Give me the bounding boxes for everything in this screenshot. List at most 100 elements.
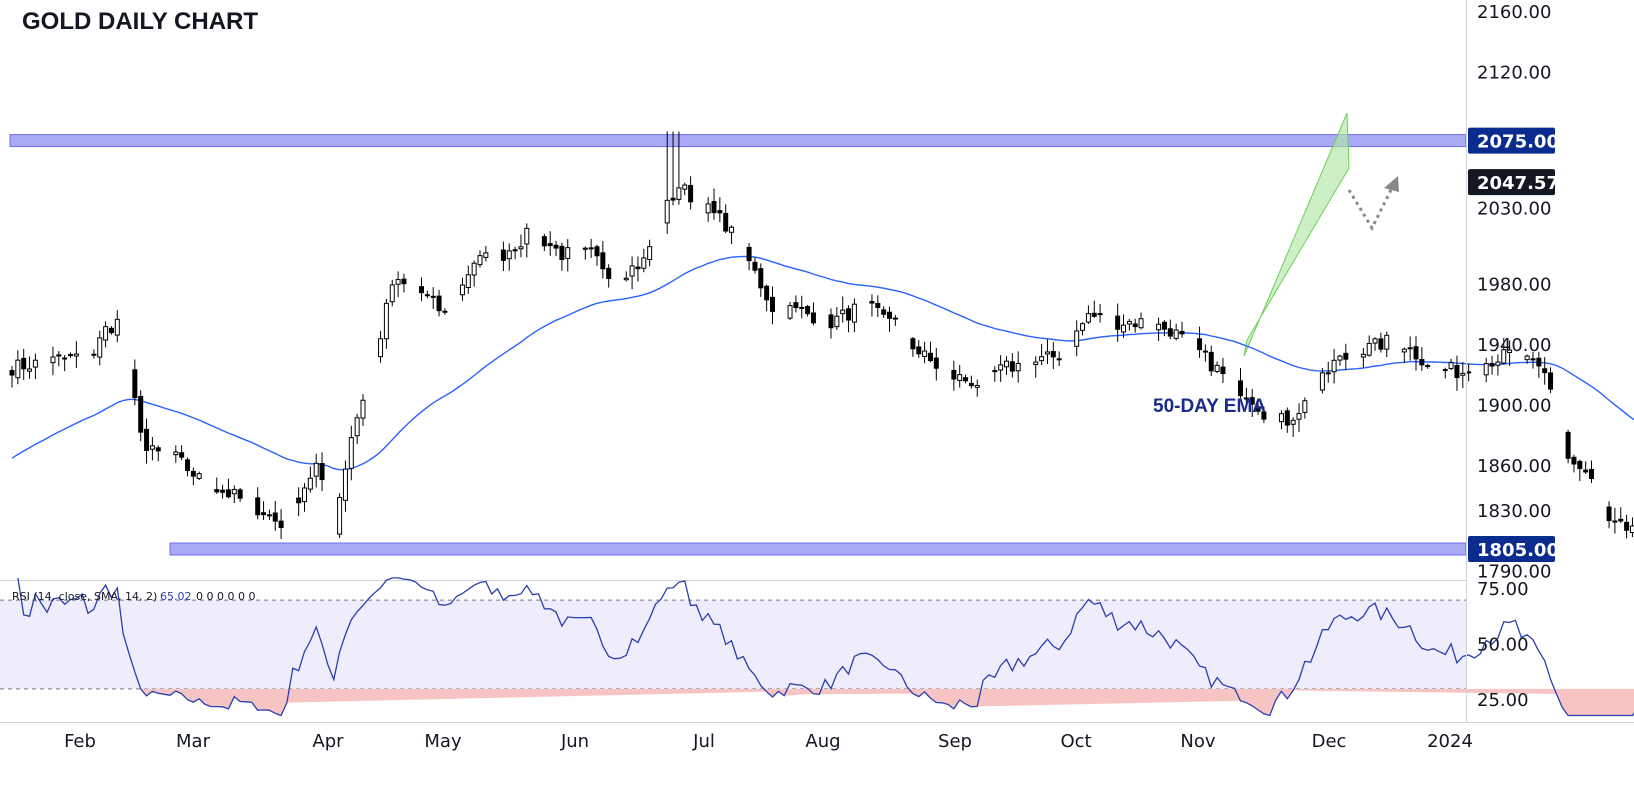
candle-body <box>383 302 389 340</box>
level-bands <box>9 134 1467 556</box>
candle-body <box>670 197 676 201</box>
month-label: Nov <box>1180 731 1215 752</box>
candle-body <box>518 246 524 250</box>
candle-body <box>664 199 670 224</box>
candle-body <box>582 247 588 250</box>
candle-body <box>840 309 846 315</box>
candle-body <box>1039 356 1045 362</box>
candle-body <box>881 309 887 315</box>
level-price-tag: 2075.00 <box>1477 132 1559 153</box>
candle-body <box>155 447 161 452</box>
candle-body <box>1302 400 1308 413</box>
candle-body <box>1407 347 1413 350</box>
candle-body <box>828 314 834 329</box>
candle-body <box>214 489 220 493</box>
candle-body <box>746 246 752 262</box>
candle-body <box>1033 361 1039 365</box>
candle-body <box>1167 328 1173 337</box>
candle-body <box>1255 406 1261 412</box>
candle-body <box>424 294 430 297</box>
candle-body <box>354 417 360 437</box>
price-tick-label: 2160.00 <box>1477 2 1551 23</box>
candle-body <box>974 384 980 388</box>
candle-body <box>9 370 15 376</box>
month-label: Apr <box>312 731 344 752</box>
candle-body <box>1249 397 1255 405</box>
month-label: Jun <box>560 731 589 752</box>
month-label: Dec <box>1312 731 1347 752</box>
candle-body <box>559 245 565 261</box>
candle-body <box>32 359 38 368</box>
candle-body <box>1214 364 1220 373</box>
candle-body <box>635 266 641 270</box>
candle-body <box>1530 358 1536 361</box>
candle-body <box>395 279 401 285</box>
candle-body <box>1044 351 1050 355</box>
candle-body <box>647 246 653 261</box>
candle-body <box>342 468 348 501</box>
price-tick-label: 1830.00 <box>1477 501 1551 522</box>
candle-body <box>237 489 243 499</box>
candle-body <box>676 187 682 200</box>
candle-body <box>225 489 231 498</box>
candle-body <box>1624 521 1630 531</box>
candle-body <box>319 463 325 481</box>
candle-body <box>1085 313 1091 323</box>
candle-body <box>1132 323 1138 328</box>
rsi-legend-value: 65.02 <box>160 590 192 603</box>
candle-body <box>799 306 805 309</box>
candle-body <box>810 312 816 324</box>
candle-body <box>606 267 612 279</box>
candle-body <box>401 278 407 285</box>
candle-body <box>1360 353 1366 358</box>
candle-body <box>723 212 729 232</box>
candle-body <box>541 236 547 247</box>
candle-body <box>1197 338 1203 351</box>
chart-title: GOLD DAILY CHART <box>22 8 258 35</box>
candle-body <box>1056 358 1062 361</box>
candle-body <box>770 296 775 312</box>
candle-body <box>1571 456 1577 465</box>
ema-label: 50-DAY EMA <box>1153 396 1266 417</box>
candle-body <box>21 357 27 370</box>
candle-body <box>1097 313 1103 316</box>
projection-arrowhead <box>1384 176 1399 192</box>
axes-layer: 2160.00 2120.00 2030.00 1980.00 1940.00 1900.… <box>0 0 1634 752</box>
candle-body <box>196 473 202 479</box>
candle-body <box>1138 318 1144 329</box>
level-price-tag-bg <box>1468 127 1555 154</box>
candle-body <box>834 315 840 328</box>
candle-body <box>500 249 506 261</box>
candle-body <box>337 496 343 535</box>
candle-body <box>594 246 600 257</box>
candle-body <box>851 303 857 323</box>
price-tick-label: 1940.00 <box>1477 335 1551 356</box>
candle-body <box>348 437 354 469</box>
ema-line-layer <box>11 255 1634 471</box>
candle-body <box>1179 330 1185 335</box>
candle-body <box>787 305 793 319</box>
candle-body <box>1612 520 1618 523</box>
candle-body <box>1442 369 1448 372</box>
candle-body <box>1501 349 1507 364</box>
month-label: May <box>424 731 462 752</box>
candle-body <box>846 308 852 321</box>
candle-body <box>688 184 694 203</box>
candle-body <box>1454 365 1460 379</box>
candle-body <box>483 252 489 258</box>
month-label: Mar <box>176 731 211 752</box>
candle-body <box>927 352 933 362</box>
candle-body <box>910 338 916 350</box>
month-label: Feb <box>64 731 96 752</box>
candle-body <box>1589 469 1594 479</box>
candle-body <box>471 262 477 276</box>
candle-body <box>1319 372 1325 391</box>
candle-body <box>547 243 553 247</box>
candle-body <box>1296 413 1302 420</box>
candle-body <box>1126 320 1132 325</box>
candle-body <box>56 354 62 357</box>
candle-body <box>1629 525 1634 534</box>
candle-body <box>430 295 436 298</box>
candle-body <box>50 356 56 364</box>
